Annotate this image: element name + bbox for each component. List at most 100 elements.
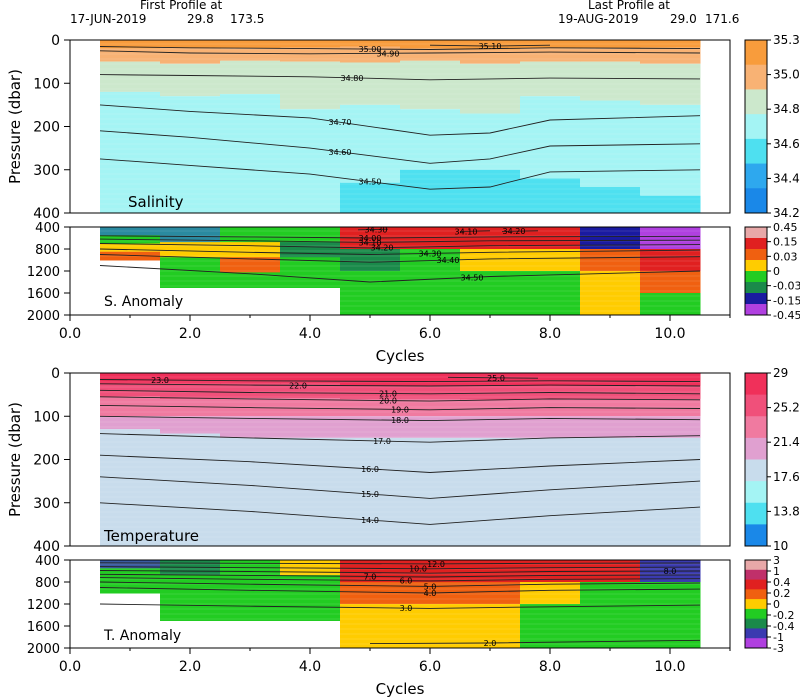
contour-label: 35.00 <box>359 45 382 54</box>
colorbar-swatch <box>745 163 767 189</box>
data-cell <box>520 626 581 649</box>
colorbar-swatch <box>745 89 767 115</box>
colorbar-swatch <box>745 416 767 439</box>
data-cell <box>460 227 521 250</box>
colorbar-frame <box>744 39 768 214</box>
contour-line <box>447 376 539 379</box>
colorbar-swatch <box>745 138 767 164</box>
last-profile-lat: 29.0 <box>670 12 697 26</box>
contour-label: 23.0 <box>151 376 169 385</box>
colorbar-label: 21.4 <box>773 435 800 449</box>
data-cell <box>160 373 221 384</box>
data-cell <box>280 373 341 384</box>
data-cell <box>580 48 641 62</box>
data-cell <box>100 560 161 569</box>
colorbar-label: 29 <box>773 366 788 380</box>
data-cell <box>520 604 581 627</box>
panel-title: S. Anomaly <box>104 294 183 310</box>
x-tick-label: 10.0 <box>654 659 685 675</box>
contour-line <box>429 44 551 47</box>
data-cell <box>220 373 281 384</box>
colorbar-swatch <box>745 373 767 396</box>
data-cell <box>640 47 701 64</box>
colorbar-swatch <box>745 282 767 294</box>
y-tick-label: 100 <box>33 409 60 425</box>
contour-label: 34.20 <box>371 244 394 253</box>
panel-3: 12.010.0 8.07.0 6.05.04.03.02.040080012001… <box>27 554 795 698</box>
contour-label: 19.0 <box>391 405 409 414</box>
y-axis-title: Pressure (dbar) <box>6 69 24 184</box>
x-tick-label: 8.0 <box>539 659 561 675</box>
data-cell <box>220 605 281 621</box>
colorbar-label: -3 <box>773 642 784 655</box>
data-cell <box>100 373 161 384</box>
data-cell <box>280 227 341 243</box>
data-cell <box>400 169 461 213</box>
contour-line <box>99 104 701 136</box>
contour-label: 10.0 <box>409 565 427 574</box>
colorbar-label: 0 <box>773 598 780 611</box>
colorbar-label: 0.03 <box>773 250 798 263</box>
data-cell <box>340 182 401 213</box>
data-cell <box>460 271 521 294</box>
data-cell <box>340 604 401 627</box>
data-cell <box>640 249 701 272</box>
x-tick-label: 4.0 <box>299 659 321 675</box>
contour-line <box>99 248 701 255</box>
contour-label: 3.0 <box>400 604 413 613</box>
data-cell <box>280 47 341 62</box>
contour-label: 6.0 <box>400 577 413 586</box>
x-tick-label: 0.0 <box>59 326 81 342</box>
colorbar-swatch <box>745 638 767 649</box>
data-cell <box>580 227 641 250</box>
contour-line <box>99 603 701 609</box>
data-cell <box>520 437 581 546</box>
contour-line <box>99 46 701 50</box>
data-cell <box>340 293 401 316</box>
y-tick-label: 1600 <box>27 620 60 635</box>
contour-line <box>99 238 701 243</box>
data-cell <box>100 429 161 546</box>
data-cell <box>640 63 701 105</box>
contour-line <box>99 379 701 383</box>
data-cell <box>640 104 701 196</box>
y-tick-label: 300 <box>33 496 60 512</box>
data-cell <box>220 40 281 49</box>
contour-line <box>99 581 701 587</box>
data-cell <box>520 582 581 605</box>
colorbar-swatch <box>745 628 767 639</box>
y-tick-label: 400 <box>33 539 60 555</box>
data-cell <box>520 40 581 49</box>
data-cell <box>640 373 701 386</box>
data-cell <box>580 187 641 213</box>
data-cell <box>100 584 161 594</box>
data-cell <box>160 47 221 64</box>
contour-line <box>99 158 701 190</box>
contour-label: 7.0 <box>364 573 377 582</box>
colorbar-swatch <box>745 502 767 525</box>
y-tick-label: 1600 <box>27 287 60 302</box>
colorbar-swatch <box>745 64 767 90</box>
contour-label: 17.0 <box>373 437 391 446</box>
data-cell <box>640 626 701 649</box>
data-cell <box>220 48 281 61</box>
contour-label: 34.80 <box>341 74 364 83</box>
contour-label: 34.60 <box>329 148 352 157</box>
contour-label: 2.0 <box>484 639 497 648</box>
colorbar-swatch <box>745 459 767 482</box>
colorbar-swatch <box>745 238 767 250</box>
colorbar-swatch <box>745 293 767 305</box>
data-cell <box>280 590 341 606</box>
data-cell <box>220 227 281 243</box>
data-cell <box>280 605 341 621</box>
data-cell <box>160 416 221 434</box>
x-tick-label: 4.0 <box>299 326 321 342</box>
y-tick-label: 200 <box>33 453 60 469</box>
last-profile-label: Last Profile at <box>588 0 670 12</box>
data-cell <box>220 437 281 546</box>
data-cell <box>460 169 521 213</box>
data-cell <box>400 373 461 386</box>
data-cell <box>340 40 401 47</box>
data-cell <box>220 60 281 95</box>
